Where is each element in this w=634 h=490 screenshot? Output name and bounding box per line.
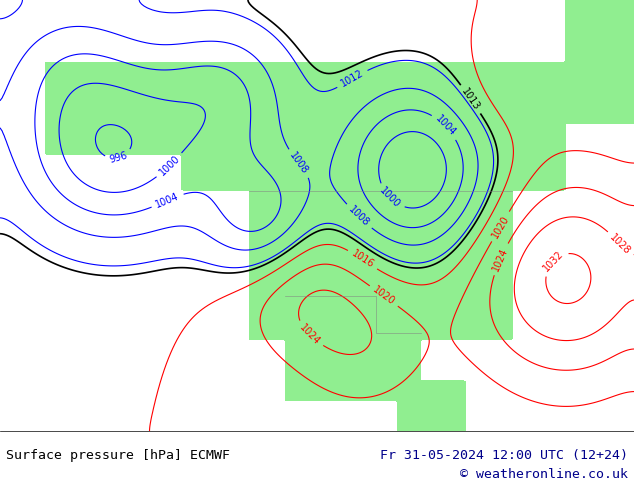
Text: 1004: 1004: [433, 114, 457, 138]
Text: © weatheronline.co.uk: © weatheronline.co.uk: [460, 468, 628, 481]
Text: Surface pressure [hPa] ECMWF: Surface pressure [hPa] ECMWF: [6, 449, 230, 462]
Text: 1008: 1008: [288, 150, 310, 176]
Text: 1024: 1024: [491, 246, 510, 272]
Text: 1012: 1012: [339, 68, 365, 89]
Text: 1016: 1016: [349, 249, 375, 270]
Text: 1013: 1013: [460, 86, 482, 112]
Text: 1004: 1004: [154, 191, 181, 210]
Text: 1008: 1008: [347, 204, 371, 229]
Text: 1000: 1000: [157, 153, 182, 177]
Text: 1024: 1024: [297, 322, 321, 347]
Text: 1028: 1028: [608, 232, 632, 256]
Text: 996: 996: [108, 150, 129, 165]
Text: 1032: 1032: [541, 249, 566, 273]
Text: 1000: 1000: [378, 186, 403, 210]
Text: Fr 31-05-2024 12:00 UTC (12+24): Fr 31-05-2024 12:00 UTC (12+24): [380, 449, 628, 462]
Text: 1020: 1020: [490, 213, 511, 240]
Text: 1020: 1020: [371, 285, 397, 307]
